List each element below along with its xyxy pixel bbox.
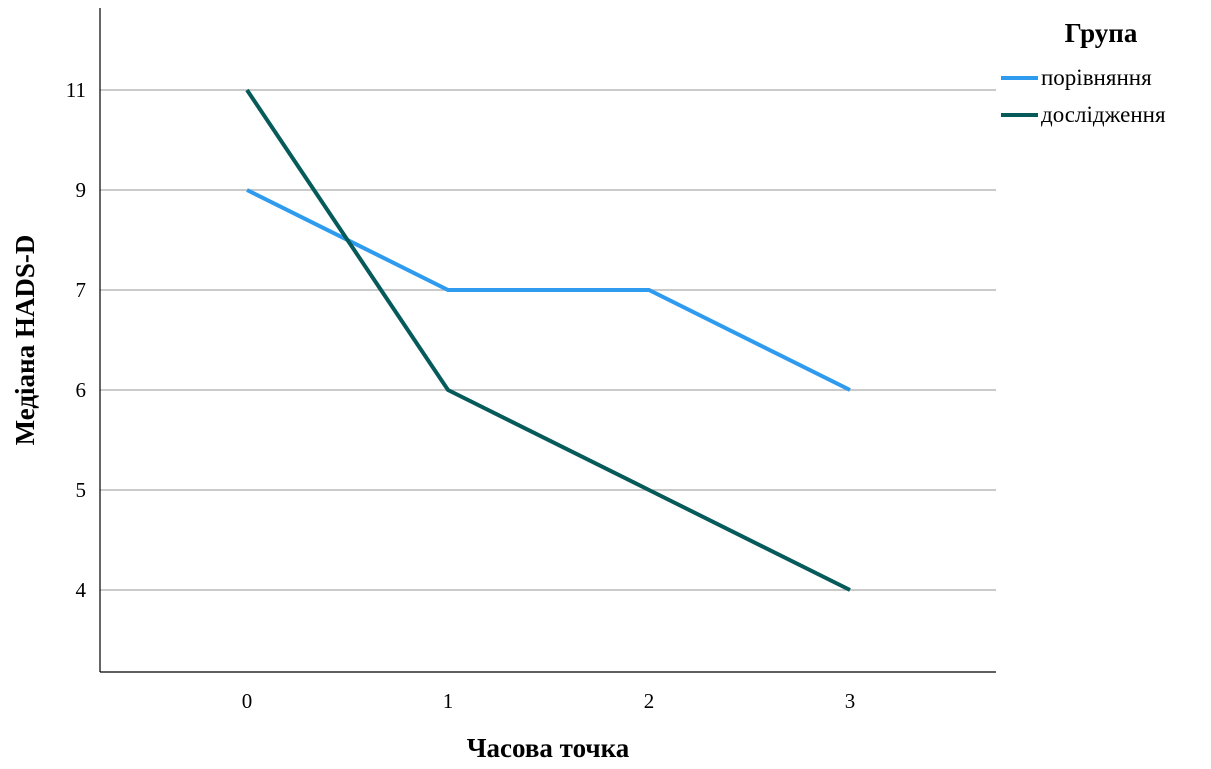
y-tick-label: 6 xyxy=(76,378,87,402)
legend-label: порівняння xyxy=(1041,65,1152,90)
grid-lines xyxy=(100,89,996,591)
axes xyxy=(99,8,996,673)
series-line xyxy=(245,88,851,592)
y-tick-label: 7 xyxy=(76,278,87,302)
legend-label: дослідження xyxy=(1041,102,1166,127)
x-tick-label: 1 xyxy=(443,689,454,713)
x-tick-label: 2 xyxy=(644,689,655,713)
x-tick-label: 3 xyxy=(845,689,856,713)
y-tick-label: 9 xyxy=(76,178,87,202)
legend-title: Група xyxy=(1065,18,1138,48)
legend-entries: порівняння дослідження xyxy=(1001,65,1166,127)
series-lines xyxy=(245,88,851,592)
y-axis-title: Медіана HADS-D xyxy=(10,235,40,446)
y-tick-labels: 4 5 6 7 9 11 xyxy=(66,78,87,602)
y-tick-label: 4 xyxy=(76,578,87,602)
legend: Група порівняння дослідження xyxy=(1001,18,1166,127)
y-tick-label: 11 xyxy=(66,78,86,102)
x-axis-title: Часова точка xyxy=(467,733,630,763)
x-tick-label: 0 xyxy=(242,689,253,713)
y-tick-label: 5 xyxy=(76,478,87,502)
x-tick-labels: 0 1 2 3 xyxy=(242,689,856,713)
